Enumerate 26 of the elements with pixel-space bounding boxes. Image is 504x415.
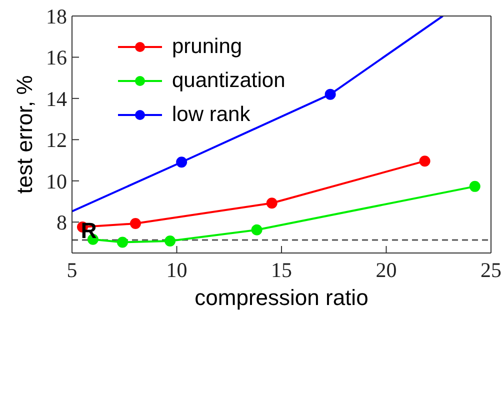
- legend-label: pruning: [172, 35, 242, 59]
- y-tick-label: 18: [46, 4, 67, 28]
- point: [251, 224, 262, 236]
- point: [419, 156, 430, 167]
- point: [116, 236, 128, 248]
- point: [176, 156, 188, 168]
- line-series: [72, 16, 444, 212]
- point: [266, 198, 278, 209]
- y-tick-label: 8: [56, 210, 67, 235]
- point: [469, 180, 480, 192]
- y-tick-label: 12: [46, 128, 67, 152]
- point: [130, 218, 141, 230]
- point: [164, 236, 176, 247]
- x-axis-title: compression ratio: [194, 285, 368, 310]
- y-tick-label: 16: [46, 46, 67, 70]
- x-tick-label: 5: [66, 258, 78, 282]
- y-tick-label: 14: [46, 86, 68, 111]
- legend-label: quantization: [172, 69, 286, 93]
- x-tick-label: 10: [166, 258, 188, 282]
- y-tick-label: 10: [46, 169, 67, 194]
- point: [324, 88, 336, 100]
- y-axis-title: test error, %: [12, 75, 37, 194]
- x-tick-label: 20: [376, 258, 397, 282]
- x-tick-label: 25: [480, 258, 502, 282]
- legend-label: low rank: [172, 103, 250, 127]
- x-tick-label: 15: [271, 258, 292, 282]
